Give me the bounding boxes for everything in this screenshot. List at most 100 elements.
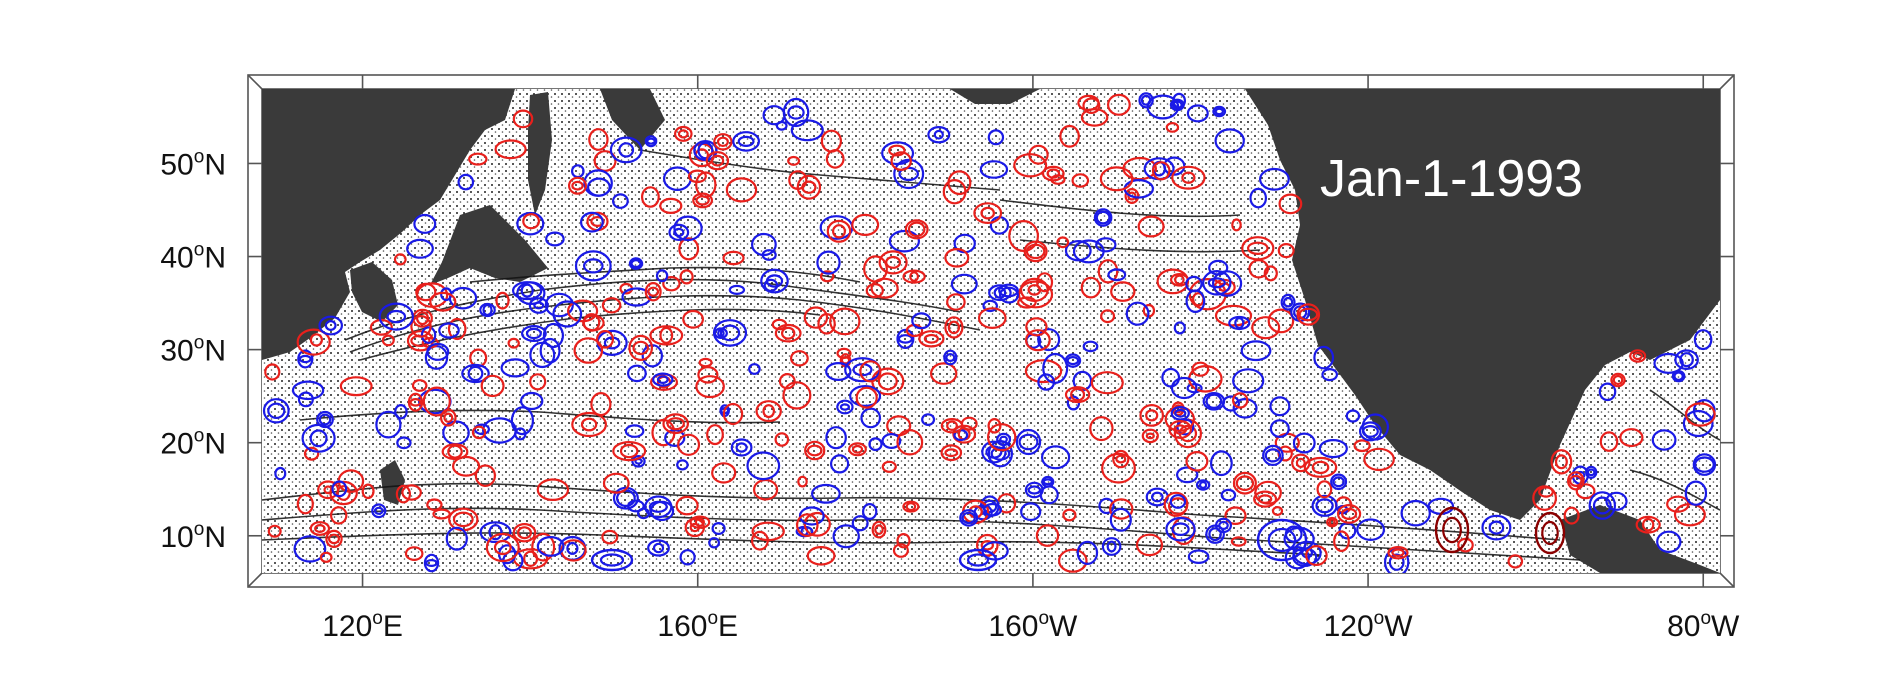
eddy-contour-marker bbox=[851, 444, 864, 454]
eddy-contour-marker bbox=[371, 503, 387, 519]
eddy-contour-marker bbox=[1170, 405, 1190, 421]
eddy-contour-marker bbox=[1303, 456, 1338, 478]
eddy-contour-marker bbox=[1248, 259, 1269, 279]
eddy-contour-marker bbox=[678, 237, 700, 261]
eddy-contour-marker bbox=[1693, 329, 1713, 351]
eddy-contour-marker bbox=[521, 325, 547, 343]
eddy-contour-marker bbox=[1186, 104, 1209, 123]
eddy-contour-marker bbox=[1181, 171, 1196, 184]
eddy-contour-marker bbox=[706, 424, 724, 446]
eddy-contour-marker bbox=[644, 495, 673, 519]
eddy-contour-marker bbox=[710, 154, 725, 167]
eddy-contour-marker bbox=[820, 129, 843, 153]
eddy-contour-marker bbox=[892, 543, 909, 558]
eddy-contour-marker bbox=[987, 129, 1005, 146]
eddy-contour-marker bbox=[662, 413, 689, 435]
eddy-contour-marker bbox=[1168, 420, 1192, 440]
eddy-contour-marker bbox=[1321, 368, 1338, 382]
eddy-contour-marker bbox=[829, 307, 861, 336]
eddy-contour-marker bbox=[297, 349, 314, 369]
land-central-america bbox=[1560, 505, 1720, 573]
eddy-contour-marker bbox=[571, 411, 607, 438]
lat-label-10: 10oN bbox=[160, 519, 226, 554]
eddy-contour-marker bbox=[1115, 454, 1127, 464]
eddy-contour-marker bbox=[983, 502, 1002, 517]
eddy-contour-marker bbox=[1391, 548, 1405, 558]
eddy-contour-marker bbox=[1071, 173, 1090, 188]
eddy-contour-marker bbox=[602, 472, 630, 494]
eddy-contour-marker bbox=[1340, 507, 1358, 521]
eddy-contour-marker bbox=[422, 386, 451, 417]
eddy-contour-marker bbox=[1165, 121, 1180, 133]
eddy-contour-marker bbox=[631, 454, 646, 468]
eddy-contour-marker bbox=[679, 549, 696, 566]
eddy-contour-marker bbox=[763, 278, 779, 292]
eddy-contour-marker bbox=[612, 193, 629, 209]
eddy-contour-marker bbox=[545, 231, 565, 247]
eddy-contour-marker bbox=[1336, 504, 1362, 524]
eddy-contour-marker bbox=[628, 257, 644, 270]
eddy-contour-marker bbox=[1214, 128, 1245, 154]
axis-ticks bbox=[248, 75, 1734, 587]
eddy-contour-marker bbox=[1257, 494, 1273, 504]
eddy-contour-marker bbox=[619, 443, 639, 459]
eddy-contour-marker bbox=[689, 515, 711, 529]
eddy-contour-marker bbox=[790, 119, 824, 142]
eddy-contour-marker bbox=[988, 284, 1012, 302]
eddy-contour-marker bbox=[1040, 445, 1071, 470]
eddy-contour-marker bbox=[981, 440, 1007, 464]
eddy-contour-marker bbox=[1151, 161, 1171, 181]
eddy-contour-marker bbox=[1263, 265, 1278, 282]
eddy-contour-marker bbox=[870, 277, 899, 299]
eddy-contour-marker bbox=[582, 258, 604, 274]
eddy-contour-marker bbox=[1208, 527, 1222, 542]
eddy-contour-marker bbox=[1015, 428, 1042, 456]
eddy-contour-marker bbox=[1641, 517, 1655, 532]
eddy-contour-marker bbox=[493, 539, 512, 556]
eddy-contour-marker bbox=[314, 523, 326, 533]
eddy-contour-marker bbox=[413, 213, 437, 234]
eddy-contour-marker bbox=[980, 206, 995, 220]
eddy-contour-marker bbox=[1046, 168, 1061, 179]
eddy-contour-marker bbox=[339, 376, 373, 397]
eddy-contour-marker bbox=[712, 319, 748, 347]
eddy-contour-marker bbox=[1271, 506, 1284, 517]
eddy-contour-marker bbox=[1174, 274, 1185, 286]
eddy-contour-marker bbox=[512, 523, 537, 543]
eddy-contour-marker bbox=[394, 404, 408, 420]
eddy-contour-marker bbox=[958, 548, 998, 572]
eddy-contour-marker bbox=[737, 135, 755, 147]
eddy-contour-marker bbox=[676, 459, 689, 471]
eddy-contour-marker bbox=[438, 322, 460, 339]
eddy-contour-marker bbox=[1017, 280, 1054, 309]
eddy-contour-marker bbox=[911, 312, 932, 330]
eddy-contour-marker bbox=[804, 440, 826, 461]
eddy-contour-marker bbox=[1090, 371, 1124, 395]
eddy-contour-marker bbox=[1205, 393, 1223, 409]
eddy-contour-marker bbox=[760, 268, 789, 294]
eddy-contour-marker bbox=[1064, 386, 1091, 404]
eddy-contour-marker bbox=[426, 342, 450, 361]
eddy-contour-marker bbox=[897, 334, 914, 344]
eddy-contour-marker bbox=[719, 324, 741, 342]
eddy-contour-marker bbox=[1674, 349, 1699, 370]
eddy-contour-marker bbox=[494, 139, 527, 160]
eddy-contour-marker bbox=[1198, 481, 1208, 489]
eddy-contour-marker bbox=[566, 541, 579, 555]
eddy-contour-marker bbox=[381, 334, 395, 347]
eddy-contour-marker bbox=[318, 315, 343, 336]
eddy-contour-marker bbox=[888, 144, 906, 157]
eddy-contour-marker bbox=[1400, 499, 1431, 527]
eddy-contour-marker bbox=[1138, 92, 1154, 109]
eddy-contour-marker bbox=[1099, 166, 1134, 192]
eddy-contour-marker bbox=[851, 213, 880, 236]
eddy-contour-marker bbox=[1220, 488, 1237, 502]
eddy-contour-marker bbox=[1202, 269, 1232, 296]
eddy-contour-marker bbox=[1101, 537, 1122, 556]
lon-label-120E: 120oE bbox=[322, 608, 403, 643]
eddy-contour-marker bbox=[612, 441, 647, 462]
eddy-contour-marker bbox=[795, 513, 819, 537]
eddy-contour-marker bbox=[1586, 468, 1596, 477]
eddy-contour-marker bbox=[1333, 530, 1350, 552]
eddy-contour-marker bbox=[977, 307, 1007, 330]
